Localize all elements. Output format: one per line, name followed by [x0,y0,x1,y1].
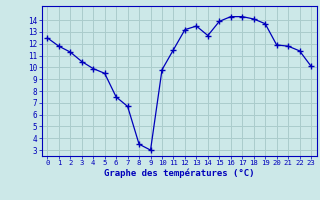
X-axis label: Graphe des températures (°C): Graphe des températures (°C) [104,169,254,178]
